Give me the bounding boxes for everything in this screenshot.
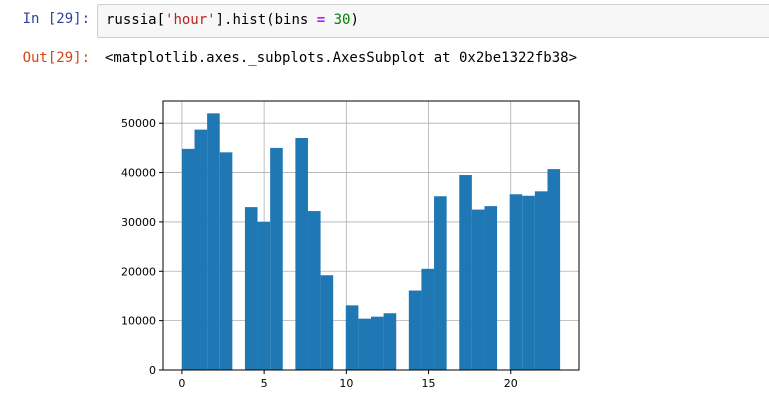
chart-bars [181, 113, 561, 370]
x-tick-label: 15 [422, 377, 436, 390]
histogram-bar [358, 318, 372, 370]
histogram-bar [547, 169, 561, 370]
histogram-bar [257, 221, 271, 370]
histogram-bar [383, 313, 397, 370]
code-close: ) [350, 12, 359, 28]
histogram-bar [534, 191, 548, 370]
histogram-bar [320, 275, 334, 370]
histogram-bar [181, 148, 195, 370]
y-tick-label: 30000 [121, 216, 156, 229]
histogram-bar [244, 207, 258, 370]
x-tick-label: 5 [261, 377, 268, 390]
code-line: russia['hour'].hist(bins = 30) [106, 12, 359, 28]
code-number: 30 [333, 12, 351, 28]
code-string: 'hour' [165, 12, 216, 28]
output-repr: <matplotlib.axes._subplots.AxesSubplot a… [105, 50, 578, 66]
plot-frame [162, 100, 580, 371]
x-tick-label: 0 [178, 377, 185, 390]
histogram-bar [408, 290, 422, 370]
y-tick-label: 50000 [121, 117, 156, 130]
histogram-bar [484, 206, 498, 370]
histogram-bar [471, 209, 485, 370]
histogram-bar [459, 175, 472, 370]
input-prompt: In [29]: [22, 11, 90, 27]
code-cell-input[interactable]: russia['hour'].hist(bins = 30) [97, 4, 769, 38]
x-tick-label: 20 [504, 377, 518, 390]
histogram-bar [307, 211, 321, 370]
histogram-bar [219, 152, 233, 370]
output-prompt: Out[29]: [22, 50, 90, 66]
histogram-bar [371, 316, 384, 370]
histogram-bar [207, 113, 220, 370]
histogram-bar [421, 268, 435, 370]
histogram-bar [270, 147, 283, 370]
code-var: russia[ [106, 12, 166, 28]
code-call: ].hist(bins [215, 12, 317, 28]
histogram-bar [522, 195, 535, 370]
histogram-bar [509, 194, 523, 370]
y-tick-label: 10000 [121, 315, 156, 328]
y-tick-label: 0 [149, 364, 156, 377]
y-tick-label: 40000 [121, 167, 156, 180]
histogram-bar [194, 129, 208, 370]
chart-ticks: 0 5 10 15 20 0 10000 20000 30000 40000 50000 [121, 117, 518, 390]
histogram-bar [345, 305, 359, 370]
histogram-bar [295, 138, 308, 370]
code-operator: = [316, 12, 326, 28]
histogram-bar [434, 196, 447, 370]
y-tick-label: 20000 [121, 265, 156, 278]
x-tick-label: 10 [339, 377, 353, 390]
